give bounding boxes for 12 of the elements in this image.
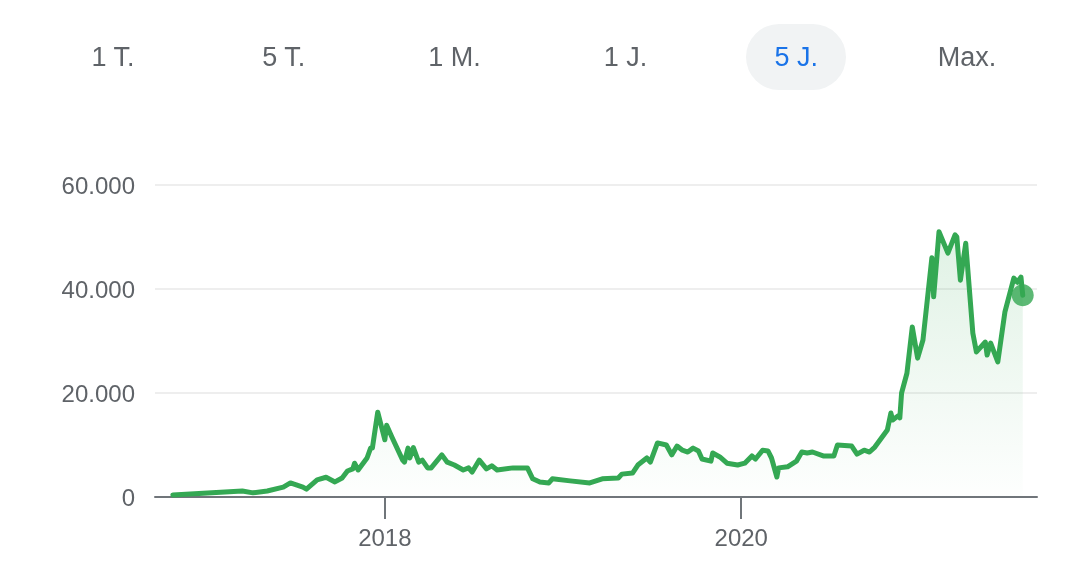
text: 1 T. [90, 41, 136, 74]
text: 5 J. [746, 24, 847, 90]
x-tick-label: 2020 [714, 523, 768, 551]
y-tick-label: 40.000 [61, 275, 135, 303]
text: 5 T. [261, 41, 307, 74]
y-tick-label: 60.000 [61, 171, 135, 199]
x-tick-label: 2018 [358, 523, 412, 551]
y-tick-label: 0 [121, 483, 135, 511]
text: Max. [936, 41, 998, 74]
text: 1 M. [427, 41, 482, 74]
text: 1 J. [602, 41, 649, 74]
y-tick-label: 20.000 [61, 379, 135, 407]
